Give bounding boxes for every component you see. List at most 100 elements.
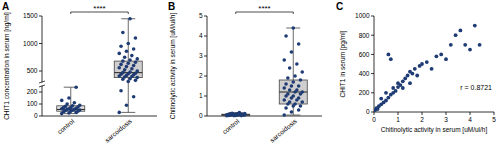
box <box>279 80 307 104</box>
y-tick <box>39 16 42 17</box>
point <box>295 62 299 66</box>
point <box>282 113 286 117</box>
x-tick <box>422 112 423 115</box>
point <box>439 53 443 57</box>
point <box>282 86 286 90</box>
x-tick-label: 0 <box>372 116 376 123</box>
y-tick <box>39 92 42 93</box>
y-tick <box>204 36 207 37</box>
point <box>297 42 301 46</box>
point <box>473 24 477 28</box>
x-tick-label: control <box>221 117 241 135</box>
panel-1: B012345Chitinolytic activity in serum [u… <box>168 1 322 144</box>
point <box>379 97 383 101</box>
point <box>300 90 304 94</box>
y-tick <box>371 35 374 36</box>
point <box>119 89 123 93</box>
point <box>119 44 123 48</box>
point <box>284 106 288 110</box>
point <box>430 67 434 71</box>
point <box>117 52 121 56</box>
x-tick-label: sarcoidosis <box>268 117 298 144</box>
panel-2: C02004006008001000CHIT1 in serum [pg/ml]… <box>336 1 496 134</box>
point <box>130 67 134 71</box>
y-tick-label: 400 <box>359 70 370 77</box>
point <box>299 104 303 108</box>
point <box>408 81 412 85</box>
point <box>297 84 301 88</box>
point <box>293 102 297 106</box>
x-tick <box>374 112 375 115</box>
y-axis <box>374 16 375 112</box>
point <box>288 66 292 70</box>
box <box>114 61 142 78</box>
x-tick <box>446 112 447 115</box>
point <box>291 94 295 98</box>
y-tick-label: 0 <box>34 112 38 119</box>
y-tick-label: 1000 <box>355 12 370 19</box>
y-tick <box>39 43 42 44</box>
point <box>117 66 121 70</box>
point <box>425 60 429 64</box>
y-axis <box>42 16 43 116</box>
point <box>134 36 138 40</box>
y-tick-label: 0 <box>366 108 370 115</box>
x-tick-label: 1 <box>396 116 400 123</box>
x-tick <box>494 112 495 115</box>
point <box>435 54 439 58</box>
point <box>286 92 290 96</box>
y-tick-label: 800 <box>359 32 370 39</box>
y-tick-label: 600 <box>359 51 370 58</box>
point <box>73 101 77 105</box>
y-tick <box>39 71 42 72</box>
y-tick <box>204 76 207 77</box>
point <box>454 33 458 37</box>
point <box>300 70 304 74</box>
marks <box>57 17 143 115</box>
x-tick <box>470 112 471 115</box>
axis-break-mark <box>39 81 45 83</box>
point <box>411 72 415 76</box>
point <box>282 98 286 102</box>
significance: **** <box>258 4 270 13</box>
point <box>463 43 467 47</box>
y-tick-label: 0 <box>199 112 203 119</box>
whisker-cap <box>121 112 135 113</box>
point <box>125 49 129 53</box>
x-tick <box>398 112 399 115</box>
point <box>65 102 69 106</box>
point <box>60 99 64 103</box>
point <box>119 63 123 67</box>
point <box>78 108 82 112</box>
x-axis <box>374 112 494 113</box>
point <box>125 65 129 69</box>
point <box>243 112 247 116</box>
x-axis-label: Chitinolytic activity in serum [uM/ul/h] <box>381 126 488 134</box>
point <box>415 74 419 78</box>
point <box>299 78 303 82</box>
y-tick-label: 1 <box>199 92 203 99</box>
marks <box>374 24 482 112</box>
point <box>295 88 299 92</box>
point <box>389 57 393 61</box>
y-tick <box>39 116 42 117</box>
point <box>126 42 130 46</box>
x-tick-label: sarcoidosis <box>103 117 133 144</box>
y-tick-label: 3 <box>199 52 203 59</box>
point <box>478 43 482 47</box>
point <box>128 58 132 62</box>
y-tick <box>204 116 207 117</box>
point <box>134 60 138 64</box>
y-tick <box>371 73 374 74</box>
y-tick <box>204 16 207 17</box>
point <box>284 34 288 38</box>
y-tick-label: 500 <box>27 67 38 74</box>
y-tick-label: 5 <box>199 12 203 19</box>
point <box>135 76 139 80</box>
x-tick-label: 4 <box>468 116 472 123</box>
point <box>291 80 295 84</box>
x-tick-label: 3 <box>444 116 448 123</box>
y-tick-label: 1500 <box>23 12 38 19</box>
point <box>297 96 301 100</box>
point <box>290 84 294 88</box>
